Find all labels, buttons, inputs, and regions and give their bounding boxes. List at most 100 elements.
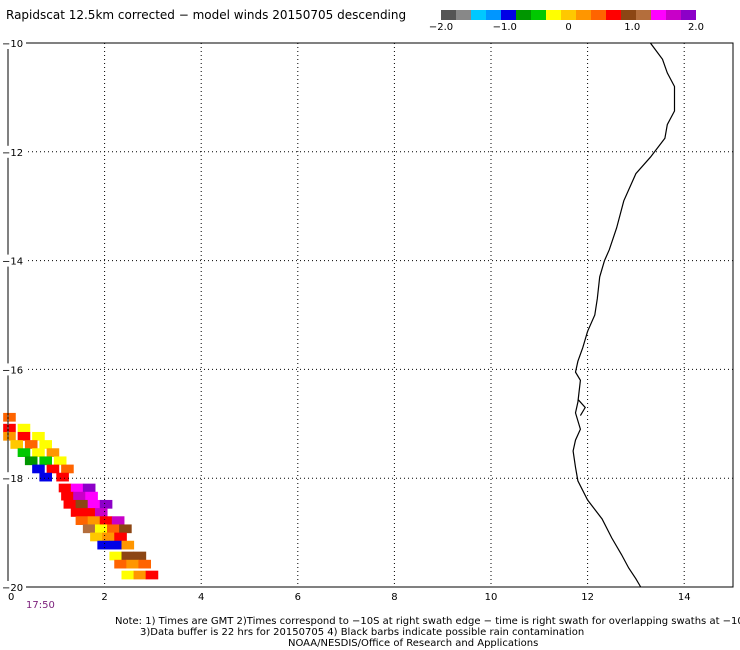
swath-cell bbox=[63, 499, 77, 509]
y-tick-label: −20 bbox=[2, 583, 23, 594]
x-tick-label: 10 bbox=[485, 592, 498, 603]
y-tick-label-bg bbox=[0, 254, 26, 267]
swath-cell bbox=[39, 456, 52, 466]
color-scale-label: −2.0 bbox=[428, 22, 454, 33]
color-swatch bbox=[636, 10, 651, 20]
swath-cell bbox=[82, 524, 96, 534]
swath-cell bbox=[17, 448, 31, 457]
swath-cell bbox=[111, 516, 125, 525]
swath-cell bbox=[70, 508, 84, 517]
y-tick-label: −18 bbox=[2, 474, 23, 485]
swath-cell bbox=[133, 570, 147, 580]
x-tick-label: 8 bbox=[391, 592, 397, 603]
swath-cell bbox=[58, 483, 72, 493]
y-tick-label-bg bbox=[0, 145, 26, 158]
swath-cell bbox=[39, 472, 52, 482]
swath-cells bbox=[3, 412, 159, 580]
x-tick-label: 4 bbox=[198, 592, 204, 603]
swath-cell bbox=[109, 540, 123, 550]
swath-cell bbox=[126, 559, 139, 569]
swath-cell bbox=[32, 448, 45, 457]
chart-title: Rapidscat 12.5km corrected − model winds… bbox=[6, 8, 407, 22]
color-scale-label: 0 bbox=[565, 22, 572, 33]
swath-cell bbox=[3, 431, 16, 441]
y-tick-label: −12 bbox=[2, 148, 23, 159]
swath-cell bbox=[133, 551, 147, 561]
swath-cell bbox=[75, 499, 89, 509]
color-swatch bbox=[441, 10, 456, 20]
color-swatch bbox=[471, 10, 486, 20]
swath-cell bbox=[73, 491, 86, 501]
footnote-line-1: Note: 1) Times are GMT 2)Times correspon… bbox=[115, 616, 740, 627]
color-swatch bbox=[606, 10, 621, 20]
color-swatch bbox=[621, 10, 636, 20]
swath-cell bbox=[121, 570, 135, 580]
swath-cell bbox=[61, 491, 74, 501]
color-swatch bbox=[681, 10, 696, 20]
swath-cell bbox=[119, 524, 132, 534]
swath-cell bbox=[82, 508, 96, 517]
swath-cell bbox=[97, 540, 110, 550]
swath-time-label: 17:50 bbox=[26, 600, 55, 611]
swath-cell bbox=[87, 499, 101, 509]
swath-cell bbox=[3, 423, 16, 433]
color-scale-bar bbox=[441, 10, 696, 20]
color-scale-label: 1.0 bbox=[624, 22, 641, 33]
x-tick-label: 0 bbox=[8, 592, 14, 603]
swath-cell bbox=[56, 472, 69, 482]
swath-cell bbox=[87, 516, 101, 525]
color-swatch bbox=[651, 10, 666, 20]
swath-cell bbox=[3, 412, 16, 422]
color-swatch bbox=[576, 10, 591, 20]
color-swatch bbox=[501, 10, 516, 20]
swath-cell bbox=[61, 464, 74, 474]
swath-cell bbox=[138, 559, 152, 569]
swath-cell bbox=[24, 456, 38, 466]
swath-cell bbox=[99, 499, 113, 509]
footnote-line-3: NOAA/NESDIS/Office of Research and Appli… bbox=[288, 638, 539, 649]
color-swatch bbox=[486, 10, 501, 20]
x-tick-label: 12 bbox=[581, 592, 594, 603]
swath-cell bbox=[75, 516, 89, 525]
swath-cell bbox=[32, 464, 45, 474]
swath-cell bbox=[121, 551, 135, 561]
swath-cell bbox=[109, 551, 123, 561]
y-tick-label: −16 bbox=[2, 365, 23, 376]
color-swatch bbox=[666, 10, 681, 20]
color-swatch bbox=[456, 10, 471, 20]
swath-cell bbox=[99, 516, 113, 525]
swath-cell bbox=[107, 524, 120, 534]
swath-cell bbox=[17, 423, 31, 433]
swath-cell bbox=[46, 464, 60, 474]
map-grid bbox=[7, 43, 733, 587]
axis-ticks: 0 2 4 6 8 10 12 14 −10 −12 −14 −16 −18 −20 bbox=[0, 37, 691, 603]
color-swatch bbox=[561, 10, 576, 20]
y-tick-label-bg bbox=[0, 37, 26, 49]
x-tick-label: 6 bbox=[295, 592, 301, 603]
swath-cell bbox=[85, 491, 98, 501]
color-scale-label: 2.0 bbox=[688, 22, 704, 33]
coastline bbox=[572, 42, 676, 588]
swath-cell bbox=[102, 532, 115, 542]
y-tick-label-bg bbox=[0, 581, 26, 593]
swath-cell bbox=[121, 540, 135, 550]
swath-cell bbox=[94, 508, 108, 517]
color-scale-label: −1.0 bbox=[492, 22, 517, 33]
swath-cell bbox=[82, 483, 96, 493]
map-frame bbox=[7, 42, 734, 588]
x-tick-label: 2 bbox=[101, 592, 107, 603]
swath-cell bbox=[17, 431, 31, 441]
swath-cell bbox=[94, 524, 108, 534]
swath-cell bbox=[32, 431, 45, 441]
x-tick-label: 14 bbox=[678, 592, 691, 603]
color-swatch bbox=[591, 10, 606, 20]
swath-cell bbox=[10, 440, 24, 449]
footnote-line-2: 3)Data buffer is 22 hrs for 20150705 4) … bbox=[140, 627, 585, 638]
y-tick-label-bg bbox=[0, 363, 26, 376]
color-swatch bbox=[546, 10, 561, 20]
color-swatch bbox=[516, 10, 531, 20]
y-tick-label: −10 bbox=[2, 39, 23, 50]
y-tick-label-bg bbox=[0, 472, 26, 485]
swath-cell bbox=[39, 440, 52, 449]
